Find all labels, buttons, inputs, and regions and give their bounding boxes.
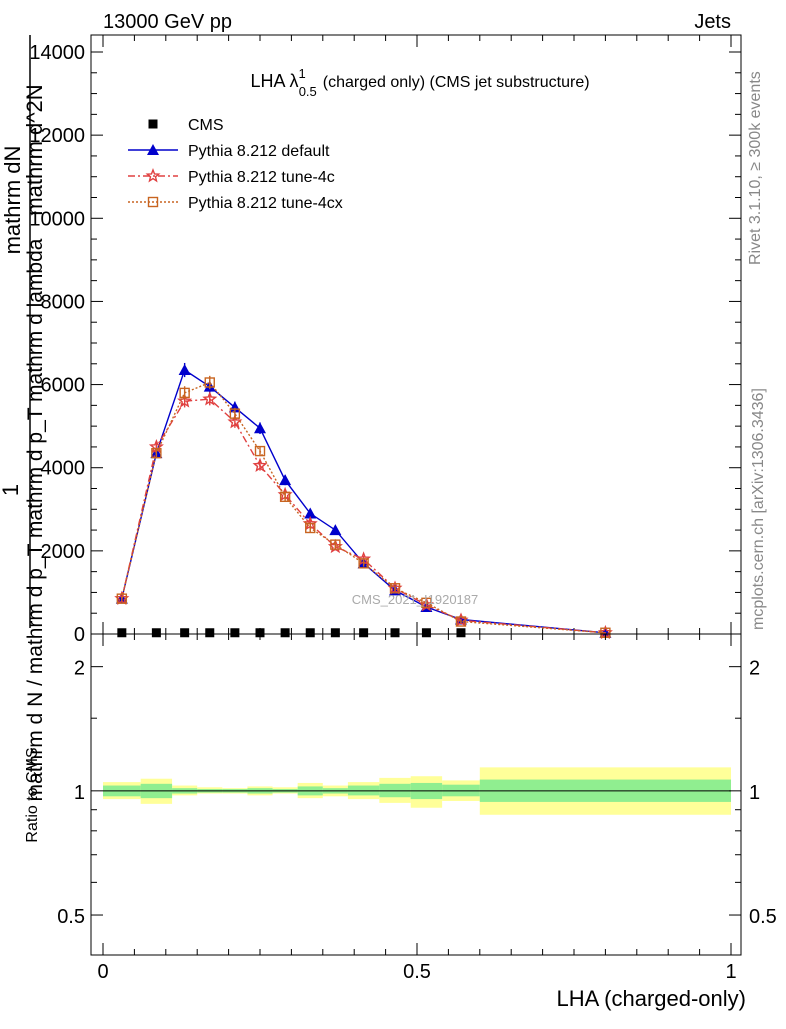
cms-marker <box>148 119 158 129</box>
default-marker <box>279 474 292 486</box>
energy-label: 13000 GeV pp <box>103 11 232 33</box>
y-tick-label: 6000 <box>41 375 86 397</box>
legend-entry: Pythia 8.212 tune-4cx <box>128 195 343 212</box>
x-tick-label: 0 <box>97 961 108 983</box>
title-main: LHA λ <box>250 71 298 91</box>
series-3 <box>116 375 611 638</box>
ratio-frame <box>90 633 742 956</box>
legend-label: Pythia 8.212 tune-4cx <box>188 195 343 212</box>
x-axis-label: LHA (charged-only) <box>556 986 746 1011</box>
ratio-y-tick-label-right: 0.5 <box>749 906 777 928</box>
tune4cx-marker <box>421 597 432 609</box>
tune4cx-marker <box>229 408 241 419</box>
default-marker <box>254 422 266 434</box>
legend-label: CMS <box>188 117 224 134</box>
plot-title: LHA λ1 0.5 (charged only) (CMS jet substru… <box>250 66 589 99</box>
ratio-y-tick-label-right: 1 <box>749 782 760 804</box>
y-tick-label: 12000 <box>29 125 85 147</box>
tune4cx-marker <box>305 522 316 534</box>
main-ylabel: 1 mathrm dN mathrm d^2N mathrm d N / mat… <box>0 35 47 801</box>
ratio-y-tick-label: 0.5 <box>57 906 85 928</box>
watermark: CMS_2021_I1920187 <box>352 592 479 607</box>
cms-marker <box>330 628 340 638</box>
tune4cx-marker <box>116 593 128 604</box>
ratio-y-tick-label-right: 2 <box>749 658 760 680</box>
tune4cx-marker <box>330 539 341 550</box>
rivet-label: Rivet 3.1.10, ≥ 300k events <box>747 71 764 265</box>
tune4c-marker <box>202 391 218 406</box>
tune4cx-marker <box>254 445 266 457</box>
y-tick-label: 4000 <box>41 458 86 480</box>
mcplots-label: mcplots.cern.ch [arXiv:1306.3436] <box>750 388 767 630</box>
tune4c-marker <box>227 414 243 429</box>
tune4c-marker <box>252 457 268 473</box>
cms-marker <box>255 628 265 638</box>
cms-marker <box>456 628 466 638</box>
legend-label: Pythia 8.212 tune-4c <box>188 169 335 186</box>
cms-marker <box>180 628 190 638</box>
default-marker <box>304 507 317 519</box>
legend-entry: Pythia 8.212 tune-4c <box>128 168 335 186</box>
cms-marker <box>305 628 315 638</box>
ratio-ylabel: Ratio to CMS <box>24 747 41 842</box>
y-tick-label: 2000 <box>41 541 86 563</box>
y-tick-label: 14000 <box>29 42 85 64</box>
cms-marker <box>390 628 400 638</box>
category-label: Jets <box>694 11 731 33</box>
y-tick-label: 10000 <box>29 208 85 230</box>
cms-marker <box>280 628 290 638</box>
default-marker <box>178 364 191 376</box>
x-tick-label: 0.5 <box>403 961 431 983</box>
cms-marker <box>421 628 431 638</box>
ratio-y-tick-label: 1 <box>74 782 85 804</box>
title-sub: 0.5 <box>299 84 317 99</box>
title-rest: (charged only) (CMS jet substructure) <box>323 74 590 91</box>
main-plot-panel: 0 2000 4000 6000 8000 10000 12000 14000 <box>29 34 742 646</box>
tune4cx-marker <box>279 491 291 503</box>
y-tick-label: 0 <box>74 624 85 646</box>
tune4cx-marker <box>151 447 162 459</box>
tune4cx-marker <box>358 558 369 569</box>
default-marker <box>329 524 342 536</box>
default-marker <box>147 144 159 155</box>
tune4cx-marker <box>179 387 190 399</box>
series-0 <box>117 628 466 638</box>
cms-marker <box>230 628 240 638</box>
y-tick-label: 8000 <box>41 291 86 313</box>
legend-label: Pythia 8.212 default <box>188 143 330 160</box>
tune4c-marker <box>177 393 193 408</box>
cms-marker <box>117 628 127 638</box>
legend-entry: CMS <box>148 117 224 134</box>
ratio-plot-panel: 0.5 0.5 1 1 2 2 0 0.5 1 <box>57 633 777 983</box>
ylabel-denominator: mathrm d N / mathrm d p_T mathrm d p_T m… <box>24 238 47 801</box>
ylabel-numerator-b: mathrm dN <box>0 146 25 255</box>
tune4cx-marker <box>389 583 401 594</box>
cms-marker <box>359 628 369 638</box>
ylabel-numerator: mathrm d^2N <box>22 84 47 215</box>
tune4cx-marker <box>204 377 215 388</box>
ylabel-one: 1 <box>0 484 23 496</box>
tune4cx-marker <box>455 616 467 627</box>
ratio-y-tick-label: 2 <box>74 658 85 680</box>
legend-entry: Pythia 8.212 default <box>128 143 330 160</box>
cms-marker <box>205 628 215 638</box>
legend: CMS Pythia 8.212 default Pythia 8.212 tune… <box>128 117 343 212</box>
cms-marker <box>151 628 161 638</box>
tune4c-marker <box>145 168 161 183</box>
title-sup: 1 <box>298 66 305 81</box>
x-tick-label: 1 <box>725 961 736 983</box>
tune4cx-marker <box>147 196 159 208</box>
